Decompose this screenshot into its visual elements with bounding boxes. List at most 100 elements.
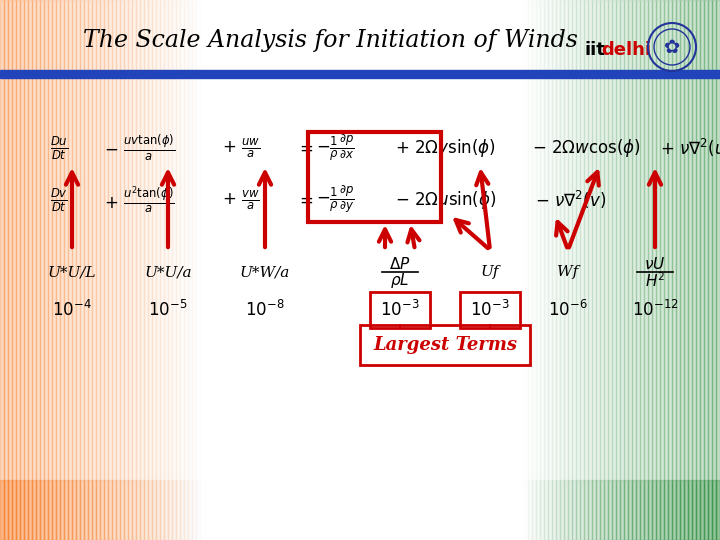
Bar — [168, 480, 172, 540]
Bar — [76, 480, 80, 540]
Bar — [50, 0, 58, 80]
Bar — [160, 480, 164, 540]
Bar — [612, 0, 616, 540]
Text: U*W/a: U*W/a — [240, 265, 290, 279]
Bar — [641, 0, 648, 80]
Text: $10^{-6}$: $10^{-6}$ — [548, 300, 588, 320]
Bar — [548, 480, 552, 540]
Text: $=$: $=$ — [296, 192, 313, 208]
Bar — [360, 325, 530, 365]
Bar — [68, 0, 72, 540]
Bar — [700, 480, 704, 540]
Bar — [475, 0, 482, 80]
Bar — [536, 480, 540, 540]
Bar — [676, 0, 680, 540]
Bar — [192, 0, 196, 540]
Bar — [40, 480, 44, 540]
Bar — [520, 0, 524, 540]
Bar — [80, 480, 84, 540]
Bar — [104, 0, 108, 540]
Bar — [461, 0, 468, 80]
Bar — [518, 0, 526, 80]
Bar — [24, 0, 28, 540]
Bar — [100, 480, 104, 540]
Bar — [600, 0, 604, 540]
Bar — [24, 480, 28, 540]
Bar — [7, 0, 14, 80]
Bar — [188, 480, 192, 540]
Bar — [36, 0, 43, 80]
Bar — [640, 480, 644, 540]
Bar — [626, 0, 634, 80]
Bar — [29, 0, 36, 80]
Bar — [698, 0, 706, 80]
Bar — [540, 480, 544, 540]
Bar — [36, 0, 40, 540]
Bar — [612, 0, 619, 80]
Bar — [636, 480, 640, 540]
Bar — [712, 480, 716, 540]
Bar — [172, 0, 176, 540]
Bar — [616, 480, 620, 540]
Bar — [684, 0, 688, 540]
Bar — [528, 0, 532, 540]
Bar — [696, 480, 700, 540]
Bar — [180, 480, 184, 540]
Bar — [180, 0, 187, 80]
Bar — [152, 480, 156, 540]
Bar — [554, 0, 562, 80]
Bar — [132, 0, 136, 540]
Bar — [584, 0, 588, 540]
Bar — [536, 0, 540, 540]
Bar — [72, 0, 76, 540]
Bar — [0, 70, 720, 78]
Bar — [0, 0, 7, 80]
Text: $10^{-12}$: $10^{-12}$ — [631, 300, 678, 320]
Bar — [460, 292, 520, 328]
Bar — [716, 0, 720, 540]
Bar — [454, 0, 461, 80]
Bar — [96, 0, 100, 540]
Bar — [660, 0, 664, 540]
Bar — [76, 0, 80, 540]
Bar — [655, 0, 662, 80]
Bar — [68, 480, 72, 540]
Bar — [184, 480, 188, 540]
Text: $=$: $=$ — [296, 139, 313, 157]
Bar — [396, 0, 403, 80]
Bar — [367, 0, 374, 80]
Bar — [644, 0, 648, 540]
Bar — [84, 0, 88, 540]
Bar — [88, 0, 92, 540]
Bar — [108, 0, 115, 80]
Bar — [140, 0, 144, 540]
Text: $+\ \frac{vw}{a}$: $+\ \frac{vw}{a}$ — [222, 188, 260, 212]
Bar — [672, 480, 676, 540]
Bar — [0, 0, 4, 540]
Bar — [528, 480, 532, 540]
Bar — [418, 0, 425, 80]
Bar — [560, 0, 564, 540]
Bar — [588, 480, 592, 540]
Bar — [619, 0, 626, 80]
Bar — [64, 480, 68, 540]
Bar — [624, 0, 628, 540]
Text: delhi: delhi — [601, 41, 651, 59]
Bar — [79, 0, 86, 80]
Bar — [511, 0, 518, 80]
Text: $10^{-8}$: $10^{-8}$ — [246, 300, 285, 320]
Bar — [60, 480, 64, 540]
Bar — [576, 0, 583, 80]
Bar — [202, 0, 209, 80]
Bar — [12, 480, 16, 540]
Bar — [137, 0, 144, 80]
Text: $-\ 2\Omega w\cos(\phi)$: $-\ 2\Omega w\cos(\phi)$ — [532, 137, 641, 159]
Bar — [432, 0, 439, 80]
Bar — [136, 480, 140, 540]
Bar — [115, 0, 122, 80]
Bar — [524, 0, 528, 540]
Bar — [32, 0, 36, 540]
Text: $\frac{Du}{Dt}$: $\frac{Du}{Dt}$ — [50, 134, 68, 161]
Bar — [108, 0, 112, 540]
Bar — [468, 0, 475, 80]
